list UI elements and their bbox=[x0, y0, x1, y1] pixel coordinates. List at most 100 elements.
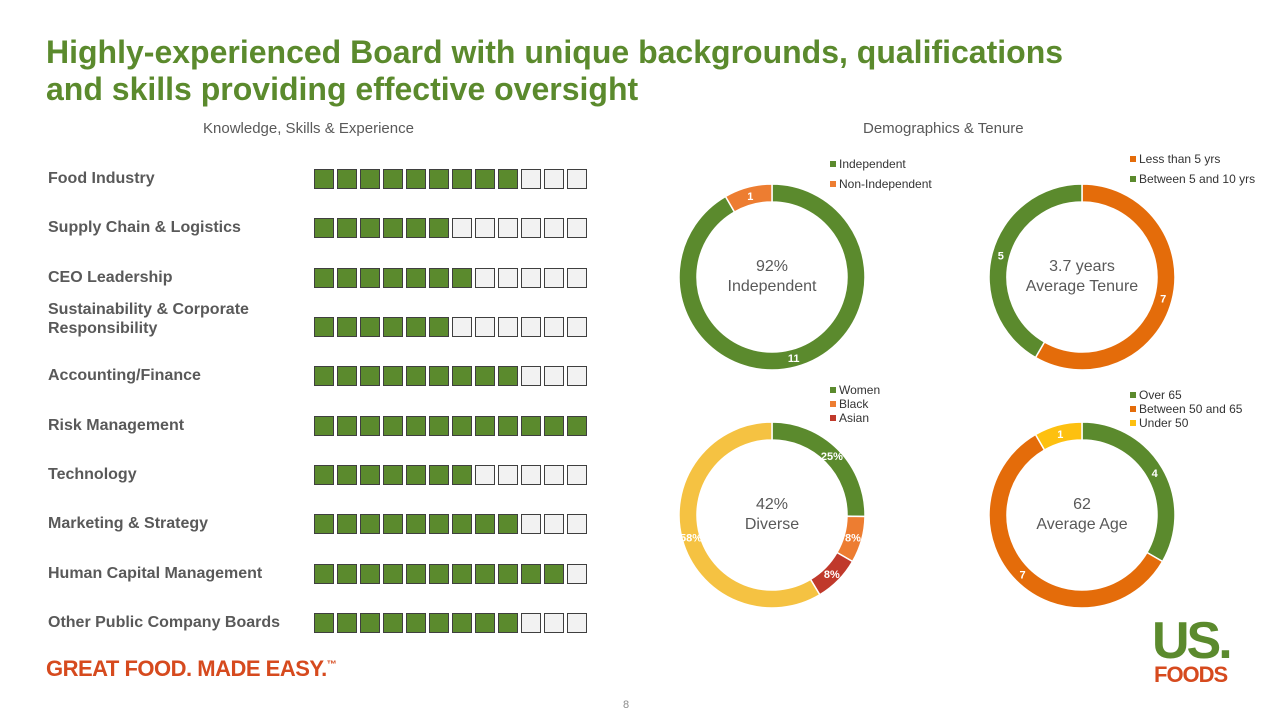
skill-label: Human Capital Management bbox=[48, 565, 263, 582]
skill-cell-filled bbox=[383, 416, 403, 436]
slice-data-label: 7 bbox=[1020, 569, 1026, 581]
skill-label: Marketing & Strategy bbox=[48, 515, 209, 532]
skill-cell-filled bbox=[544, 564, 564, 584]
skill-cell-empty bbox=[521, 317, 541, 337]
skill-cell-empty bbox=[475, 268, 495, 288]
donut-center-label: Average Age bbox=[1036, 516, 1127, 533]
slice-data-label: 4 bbox=[1152, 468, 1159, 480]
demographics-heading: Demographics & Tenure bbox=[863, 120, 1024, 137]
skill-cell-filled bbox=[314, 613, 334, 633]
skill-cell-filled bbox=[452, 268, 472, 288]
skill-cell-empty bbox=[544, 613, 564, 633]
skill-cell-empty bbox=[521, 218, 541, 238]
donut-center-value: 62 bbox=[1073, 496, 1091, 513]
skill-cell-empty bbox=[521, 613, 541, 633]
skill-cell-filled bbox=[337, 317, 357, 337]
skill-cell-empty bbox=[475, 465, 495, 485]
skill-cell-filled bbox=[406, 514, 426, 534]
skill-label: Other Public Company Boards bbox=[48, 614, 281, 631]
skill-cell-filled bbox=[314, 465, 334, 485]
skill-cell-filled bbox=[360, 465, 380, 485]
skill-cell-filled bbox=[360, 613, 380, 633]
skill-cell-empty bbox=[544, 317, 564, 337]
skill-bar bbox=[314, 169, 587, 189]
skill-cell-filled bbox=[383, 514, 403, 534]
donut-center-label: Average Tenure bbox=[1026, 278, 1138, 295]
skill-cell-filled bbox=[498, 564, 518, 584]
skill-cell-empty bbox=[452, 317, 472, 337]
skill-cell-filled bbox=[429, 169, 449, 189]
skill-cell-filled bbox=[337, 366, 357, 386]
skill-cell-filled bbox=[383, 218, 403, 238]
skill-cell-empty bbox=[521, 268, 541, 288]
skill-label: Risk Management bbox=[48, 417, 185, 434]
skill-cell-filled bbox=[452, 564, 472, 584]
donut-slice-over-65 bbox=[1081, 421, 1176, 563]
skill-cell-empty bbox=[544, 465, 564, 485]
legend-label: Asian bbox=[839, 411, 869, 425]
skill-cell-empty bbox=[567, 514, 587, 534]
slice-data-label: 8% bbox=[824, 569, 840, 581]
skill-cell-filled bbox=[337, 218, 357, 238]
legend-swatch bbox=[830, 401, 836, 407]
skill-cell-empty bbox=[544, 169, 564, 189]
skill-cell-empty bbox=[521, 465, 541, 485]
donut-slice-independent bbox=[678, 183, 866, 371]
skill-cell-filled bbox=[452, 465, 472, 485]
skill-cell-empty bbox=[567, 465, 587, 485]
skill-cell-filled bbox=[475, 366, 495, 386]
skill-cell-filled bbox=[452, 169, 472, 189]
skill-cell-filled bbox=[314, 268, 334, 288]
skill-cell-filled bbox=[360, 366, 380, 386]
skill-cell-empty bbox=[452, 218, 472, 238]
donut-center-value: 3.7 years bbox=[1049, 258, 1115, 275]
skill-cell-filled bbox=[360, 268, 380, 288]
legend-label: Over 65 bbox=[1139, 388, 1182, 402]
skill-cell-filled bbox=[429, 465, 449, 485]
logo-us-text: US. bbox=[1152, 612, 1230, 670]
skill-cell-filled bbox=[544, 416, 564, 436]
skill-cell-filled bbox=[475, 514, 495, 534]
skill-bar bbox=[314, 268, 587, 288]
skill-cell-filled bbox=[383, 613, 403, 633]
slice-data-label: 1 bbox=[747, 191, 753, 203]
skill-label: Accounting/Finance bbox=[48, 367, 201, 384]
skill-bar bbox=[314, 514, 587, 534]
skill-cell-empty bbox=[567, 317, 587, 337]
skill-bar bbox=[314, 218, 587, 238]
skill-cell-empty bbox=[567, 218, 587, 238]
skill-cell-filled bbox=[567, 416, 587, 436]
skill-cell-empty bbox=[567, 169, 587, 189]
skill-cell-filled bbox=[406, 416, 426, 436]
footer-tagline-text: GREAT FOOD. MADE EASY. bbox=[46, 656, 327, 681]
skill-cell-filled bbox=[360, 564, 380, 584]
skill-cell-filled bbox=[429, 564, 449, 584]
skill-cell-filled bbox=[337, 613, 357, 633]
legend-label: Less than 5 yrs bbox=[1139, 152, 1220, 166]
skill-cell-filled bbox=[475, 416, 495, 436]
legend-swatch bbox=[1130, 156, 1136, 162]
skill-label: Food Industry bbox=[48, 170, 155, 187]
slide-title-line-1: Highly-experienced Board with unique bac… bbox=[46, 34, 1064, 70]
skill-label: CEO Leadership bbox=[48, 269, 173, 286]
skill-cell-filled bbox=[498, 366, 518, 386]
donut-center-value: 42% bbox=[756, 496, 788, 513]
skill-label: Sustainability & Corporate Responsibilit… bbox=[48, 301, 249, 337]
skill-cell-filled bbox=[475, 613, 495, 633]
skill-cell-filled bbox=[337, 169, 357, 189]
skill-bar bbox=[314, 465, 587, 485]
legend-label: Independent bbox=[839, 157, 906, 171]
skill-bar bbox=[314, 564, 587, 584]
skill-cell-filled bbox=[498, 514, 518, 534]
skill-cell-filled bbox=[314, 366, 334, 386]
skill-cell-empty bbox=[544, 218, 564, 238]
legend-swatch bbox=[830, 387, 836, 393]
skill-cell-filled bbox=[406, 218, 426, 238]
skill-cell-filled bbox=[475, 564, 495, 584]
skill-cell-filled bbox=[383, 169, 403, 189]
slice-data-label: 7 bbox=[1160, 294, 1166, 306]
skill-cell-empty bbox=[475, 317, 495, 337]
skill-cell-filled bbox=[337, 564, 357, 584]
skill-label: Technology bbox=[48, 466, 137, 483]
skill-cell-filled bbox=[314, 169, 334, 189]
